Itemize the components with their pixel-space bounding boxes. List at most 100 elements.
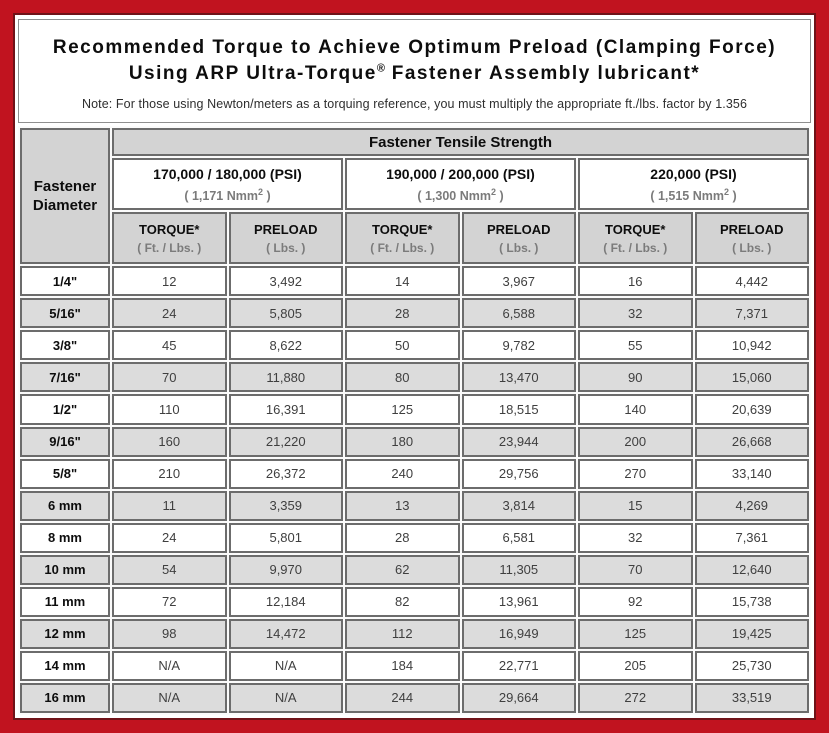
torque-value-cell: 16 [578,266,693,297]
torque-value-cell: 82 [345,586,460,617]
table-row: 3/8" 45 8,622 50 9,782 55 10,942 [20,330,809,361]
torque-value-cell: 112 [345,618,460,649]
nmm-text: ( 1,300 Nmm [417,188,491,203]
preload-column-header: PRELOAD ( Lbs. ) [461,212,576,265]
fastener-diameter-cell: 9/16" [20,426,110,457]
nmm-close: ) [496,188,504,203]
psi-group-220: 220,000 (PSI) ( 1,515 Nmm2 ) [578,158,809,211]
nmm-close: ) [263,188,271,203]
table-row: 1/4" 12 3,492 14 3,967 16 4,442 [20,266,809,297]
preload-value-cell: 4,442 [694,266,809,297]
fastener-diameter-cell: 7/16" [20,362,110,393]
fastener-diameter-cell: 11 mm [20,586,110,617]
nmm-sup: 2 [491,186,497,197]
title-block: Recommended Torque to Achieve Optimum Pr… [18,19,811,124]
nmm-label: ( 1,300 Nmm2 ) [349,187,572,203]
torque-column-header: TORQUE* ( Ft. / Lbs. ) [578,212,693,265]
preload-value-cell: 10,942 [694,330,809,361]
torque-value-cell: 205 [578,650,693,681]
preload-value-cell: N/A [228,650,343,681]
preload-value-cell: 11,305 [461,554,576,585]
torque-preload-row: TORQUE* ( Ft. / Lbs. ) PRELOAD ( Lbs. ) … [20,212,809,265]
psi-label: 190,000 / 200,000 (PSI) [386,165,535,182]
psi-label: 170,000 / 180,000 (PSI) [153,165,302,182]
preload-column-header: PRELOAD ( Lbs. ) [694,212,809,265]
registered-trademark-symbol: ® [376,62,385,75]
preload-value-cell: 7,361 [694,522,809,553]
preload-value-cell: 33,140 [694,458,809,489]
torque-value-cell: 28 [345,298,460,329]
torque-value-cell: 90 [578,362,693,393]
column-label: TORQUE* [372,221,433,237]
torque-value-cell: 45 [112,330,227,361]
table-row: 1/2" 110 16,391 125 18,515 140 20,639 [20,394,809,425]
torque-value-cell: 32 [578,522,693,553]
tensile-strength-row: Fastener Diameter Fastener Tensile Stren… [20,128,809,265]
preload-value-cell: 20,639 [694,394,809,425]
preload-value-cell: 5,801 [228,522,343,553]
preload-value-cell: 19,425 [694,618,809,649]
fastener-diameter-cell: 16 mm [20,682,110,713]
preload-value-cell: 12,184 [228,586,343,617]
preload-value-cell: 15,738 [694,586,809,617]
preload-value-cell: 7,371 [694,298,809,329]
nmm-sup: 2 [724,186,730,197]
preload-value-cell: 5,805 [228,298,343,329]
torque-value-cell: N/A [112,650,227,681]
torque-value-cell: 80 [345,362,460,393]
fastener-diameter-header-line1: Fastener [33,177,97,195]
torque-value-cell: 11 [112,490,227,521]
fastener-diameter-cell: 1/2" [20,394,110,425]
column-label: PRELOAD [253,221,318,237]
torque-value-cell: 180 [345,426,460,457]
torque-value-cell: 70 [112,362,227,393]
torque-value-cell: 272 [578,682,693,713]
torque-value-cell: 54 [112,554,227,585]
fastener-diameter-cell: 10 mm [20,554,110,585]
torque-value-cell: 110 [112,394,227,425]
column-unit: ( Ft. / Lbs. ) [137,240,202,255]
fastener-diameter-cell: 8 mm [20,522,110,553]
preload-value-cell: 23,944 [461,426,576,457]
table-row: 10 mm 54 9,970 62 11,305 70 12,640 [20,554,809,585]
nmm-label: ( 1,171 Nmm2 ) [116,187,339,203]
torque-value-cell: 12 [112,266,227,297]
page-title-line2-suffix: Fastener Assembly lubricant* [384,62,701,84]
torque-value-cell: 92 [578,586,693,617]
table-header: Fastener Diameter Fastener Tensile Stren… [20,128,809,265]
tensile-strength-header: Fastener Tensile Strength [112,128,809,157]
fastener-diameter-cell: 3/8" [20,330,110,361]
preload-value-cell: 15,060 [694,362,809,393]
torque-value-cell: 13 [345,490,460,521]
column-unit: ( Lbs. ) [266,240,306,255]
column-label: TORQUE* [605,221,666,237]
torque-value-cell: 98 [112,618,227,649]
nmm-text: ( 1,515 Nmm [650,188,724,203]
table-row: 8 mm 24 5,801 28 6,581 32 7,361 [20,522,809,553]
preload-value-cell: 29,664 [461,682,576,713]
preload-column-header: PRELOAD ( Lbs. ) [228,212,343,265]
table-row: 11 mm 72 12,184 82 13,961 92 15,738 [20,586,809,617]
psi-group-row: 170,000 / 180,000 (PSI) ( 1,171 Nmm2 ) 1… [20,158,809,211]
torque-value-cell: 55 [578,330,693,361]
torque-value-cell: 125 [345,394,460,425]
preload-value-cell: 29,756 [461,458,576,489]
torque-value-cell: 210 [112,458,227,489]
preload-value-cell: 13,470 [461,362,576,393]
preload-value-cell: 16,949 [461,618,576,649]
column-unit: ( Ft. / Lbs. ) [603,240,668,255]
preload-value-cell: N/A [228,682,343,713]
column-unit: ( Lbs. ) [732,240,772,255]
torque-value-cell: 70 [578,554,693,585]
preload-value-cell: 26,372 [228,458,343,489]
page-title-line2-text: Using ARP Ultra-Torque [128,62,377,84]
preload-value-cell: 8,622 [228,330,343,361]
torque-value-cell: 24 [112,522,227,553]
fastener-diameter-cell: 6 mm [20,490,110,521]
torque-value-cell: 270 [578,458,693,489]
torque-value-cell: 140 [578,394,693,425]
torque-value-cell: 32 [578,298,693,329]
nmm-close: ) [729,188,737,203]
torque-value-cell: 160 [112,426,227,457]
